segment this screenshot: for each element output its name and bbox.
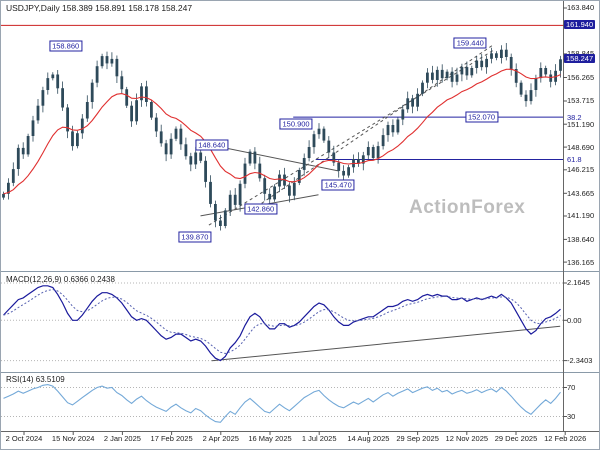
rsi-line [3,384,561,423]
macd-line [3,285,561,362]
price-level-lines [1,24,563,160]
moving-average-line [3,68,561,195]
macd-signal-line [3,288,561,355]
watermark: ActionForex [409,197,526,218]
symbol-title: USDJPY,Daily 158.389 158.891 158.178 158… [6,3,193,13]
macd-indicator-label: MACD(12,26,9) 0.6366 0.2438 [6,275,115,284]
rsi-indicator-label: RSI(14) 63.5109 [6,375,65,384]
axes-frame [1,1,599,435]
indicator-gridlines [1,282,563,417]
candlesticks [2,43,562,231]
